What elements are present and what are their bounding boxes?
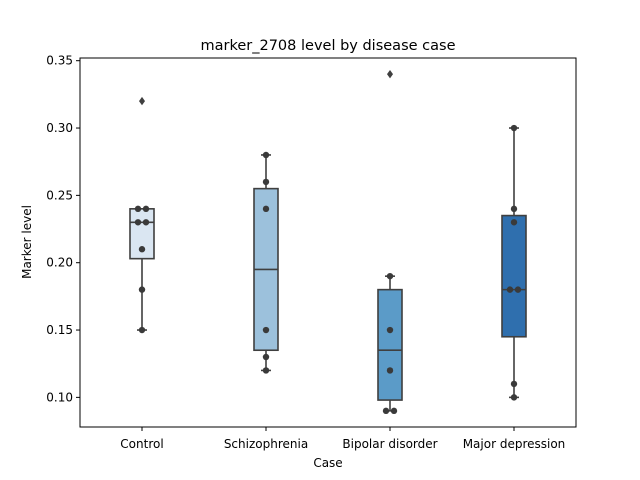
data-point xyxy=(262,367,270,374)
y-tick-label: 0.30 xyxy=(46,121,73,135)
data-point xyxy=(386,326,394,334)
data-point xyxy=(138,326,146,334)
box-body xyxy=(501,214,527,338)
data-point xyxy=(390,407,398,415)
y-tick-label: 0.15 xyxy=(46,323,73,337)
box-group-control xyxy=(129,96,155,334)
y-tick-label: 0.25 xyxy=(46,188,73,202)
x-tick-label: Bipolar disorder xyxy=(342,437,437,451)
plot-area xyxy=(129,69,527,415)
box-group-schizophrenia xyxy=(253,151,279,374)
data-point xyxy=(262,178,270,186)
data-point xyxy=(138,286,146,293)
box-group-major-depression xyxy=(501,124,527,401)
x-tick-label: Major depression xyxy=(463,437,566,451)
y-axis: 0.10 0.15 0.20 0.25 0.30 0.35 xyxy=(46,54,80,404)
chart-title: marker_2708 level by disease case xyxy=(201,38,456,54)
data-point xyxy=(510,205,518,213)
data-point xyxy=(386,367,394,374)
data-point xyxy=(382,407,390,415)
outlier-marker xyxy=(139,96,145,106)
data-point xyxy=(510,219,518,226)
y-tick-label: 0.20 xyxy=(46,256,73,270)
box-body xyxy=(377,288,403,401)
x-axis-label: Case xyxy=(313,456,342,470)
data-point xyxy=(142,219,150,226)
data-point xyxy=(262,205,270,213)
data-point xyxy=(510,124,518,132)
data-point xyxy=(510,380,518,388)
data-point xyxy=(262,151,270,159)
x-tick-label: Schizophrenia xyxy=(224,437,308,451)
data-point xyxy=(262,326,270,334)
y-tick-label: 0.35 xyxy=(46,54,73,68)
box-group-bipolar-disorder xyxy=(377,69,403,415)
data-point xyxy=(134,219,142,226)
data-point xyxy=(514,286,522,293)
outlier-marker xyxy=(387,69,393,79)
plot-frame xyxy=(79,57,577,428)
data-point xyxy=(386,272,394,280)
y-tick-label: 0.10 xyxy=(46,390,73,404)
data-point xyxy=(510,394,518,401)
x-axis: Control Schizophrenia Bipolar disorder Majo… xyxy=(120,427,565,451)
data-point xyxy=(506,286,514,293)
data-point xyxy=(134,205,142,213)
y-axis-label: Marker level xyxy=(20,205,34,279)
x-tick-label: Control xyxy=(120,437,163,451)
data-point xyxy=(138,246,146,253)
data-point xyxy=(262,353,270,361)
data-point xyxy=(142,205,150,213)
